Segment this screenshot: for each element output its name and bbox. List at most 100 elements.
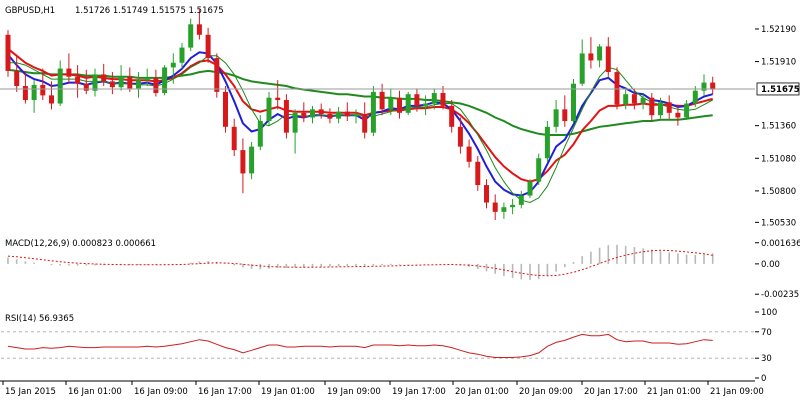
candle: [544, 120, 550, 162]
candle: [240, 138, 246, 194]
candle-body: [205, 34, 211, 59]
candle: [196, 9, 202, 40]
candle-body: [127, 76, 133, 89]
candle: [214, 53, 220, 98]
candle: [57, 60, 63, 106]
candle: [75, 65, 81, 98]
candle: [605, 37, 611, 77]
candle: [231, 118, 237, 156]
candle-body: [379, 91, 385, 110]
candle: [562, 95, 568, 127]
candle-body: [449, 105, 455, 127]
candle: [66, 53, 72, 84]
candle: [83, 69, 89, 95]
candle-body: [179, 47, 185, 63]
rsi-title: RSI(14) 56.9365: [5, 314, 74, 324]
candle: [701, 74, 707, 96]
candle: [109, 72, 115, 95]
candle-body: [501, 207, 507, 212]
price-tick-label: 1.51360: [761, 122, 796, 132]
candle-body: [388, 97, 394, 110]
candle: [614, 67, 620, 110]
candle-body: [544, 126, 550, 159]
candle: [457, 117, 463, 154]
ma-fast-line: [7, 51, 713, 197]
time-tick-label: 21 Jan 01:00: [647, 387, 701, 397]
candle: [588, 37, 594, 69]
rsi-line: [7, 333, 713, 358]
rsi-pane[interactable]: RSI(14) 56.9365: [0, 309, 756, 381]
candle: [597, 44, 603, 68]
candle-body: [92, 74, 98, 91]
candle: [292, 109, 298, 154]
candle-body: [57, 68, 63, 104]
price-tick-label: 1.51910: [761, 58, 796, 68]
candle: [353, 109, 359, 124]
candle: [484, 179, 489, 209]
candle-body: [527, 181, 533, 196]
candle: [344, 102, 350, 121]
candle: [205, 27, 211, 63]
candle: [362, 102, 368, 139]
rsi-tick-label: 100: [761, 308, 777, 318]
candle: [510, 199, 516, 215]
candle-body: [310, 109, 315, 118]
price-tick-label: 1.50800: [761, 187, 796, 197]
candle-body: [301, 112, 307, 118]
candle-body: [292, 112, 298, 133]
candle: [631, 88, 637, 110]
candle: [318, 103, 324, 119]
candle-body: [327, 114, 333, 119]
candle-body: [623, 94, 629, 105]
current-price-label: 1.51675: [761, 85, 800, 95]
candle-body: [597, 46, 603, 61]
price-tick-label: 1.51080: [761, 154, 796, 164]
candle: [188, 18, 194, 52]
macd-tick-label: -0.00235: [761, 290, 799, 300]
candle-body: [684, 103, 690, 118]
candle-body: [14, 70, 20, 87]
candle: [22, 70, 28, 104]
price-pane[interactable]: GBPUSD,H1 1.51726 1.51749 1.51575 1.5167…: [0, 0, 756, 231]
candle-body: [431, 93, 437, 104]
candle: [92, 68, 98, 97]
candle-body: [109, 81, 115, 88]
price-tick-label: 1.52190: [761, 25, 796, 35]
candle: [275, 80, 281, 110]
time-tick-label: 20 Jan 09:00: [519, 387, 573, 397]
candle: [49, 81, 54, 110]
candle-body: [188, 24, 194, 48]
time-axis: 15 Jan 2015 16 Jan 01:00 16 Jan 09:00 16 Ja…: [0, 380, 764, 397]
candle-body: [466, 146, 472, 162]
candle: [14, 54, 20, 92]
candle: [684, 100, 690, 120]
ma-slow-line: [7, 68, 713, 136]
candle-body: [170, 62, 176, 68]
macd-tick-label: 0.00: [761, 260, 780, 270]
candle: [431, 88, 437, 110]
candle-body: [162, 67, 168, 94]
candle-body: [658, 102, 663, 116]
candle-body: [710, 82, 716, 90]
time-tick-label: 19 Jan 17:00: [392, 387, 446, 397]
candle: [136, 72, 141, 98]
candle: [162, 65, 168, 96]
candle-body: [362, 114, 368, 133]
candle-body: [440, 93, 446, 106]
candle-body: [457, 126, 463, 147]
candle-body: [275, 97, 281, 101]
rsi-tick-label: 30: [761, 354, 772, 364]
candle: [553, 100, 559, 133]
candle-body: [214, 58, 220, 92]
candle: [257, 115, 263, 151]
candle-body: [83, 83, 89, 91]
candle: [5, 30, 11, 77]
candle-body: [414, 94, 420, 106]
candle-body: [484, 185, 489, 203]
candle-body: [510, 204, 516, 208]
candle-body: [75, 76, 81, 84]
macd-pane[interactable]: MACD(12,26,9) 0.000823 0.000661: [0, 234, 756, 306]
candle-body: [266, 97, 272, 121]
time-tick-label: 15 Jan 2015: [5, 387, 56, 397]
candle: [310, 105, 315, 124]
